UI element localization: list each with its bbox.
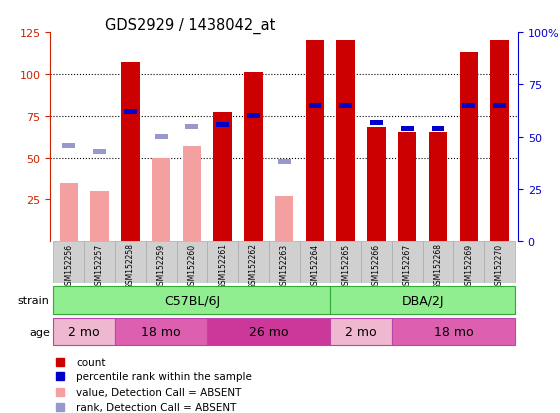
Bar — [207, 319, 330, 345]
Bar — [244, 73, 263, 242]
Bar — [90, 192, 109, 242]
Bar — [306, 41, 324, 242]
Bar — [401, 126, 414, 131]
Bar — [337, 41, 355, 242]
Bar — [53, 319, 115, 345]
Bar — [398, 133, 417, 242]
Bar — [155, 135, 167, 140]
Bar — [367, 128, 386, 242]
Text: GSM152270: GSM152270 — [495, 243, 504, 289]
Bar — [185, 124, 198, 129]
Bar — [361, 242, 392, 283]
Bar — [115, 242, 146, 283]
Bar — [339, 104, 352, 109]
Bar — [152, 158, 170, 242]
Text: GSM152257: GSM152257 — [95, 243, 104, 289]
Bar — [429, 133, 447, 242]
Text: GSM152262: GSM152262 — [249, 243, 258, 289]
Bar — [213, 113, 232, 242]
Bar — [460, 53, 478, 242]
Text: GDS2929 / 1438042_at: GDS2929 / 1438042_at — [105, 17, 276, 33]
Bar — [216, 122, 229, 127]
Text: age: age — [29, 327, 50, 337]
Bar — [392, 319, 515, 345]
Bar — [300, 242, 330, 283]
Bar — [278, 160, 291, 165]
Bar — [484, 242, 515, 283]
Bar — [392, 242, 423, 283]
Text: 2 mo: 2 mo — [68, 325, 100, 339]
Text: rank, Detection Call = ABSENT: rank, Detection Call = ABSENT — [76, 402, 236, 412]
Bar — [62, 143, 75, 148]
Text: 18 mo: 18 mo — [433, 325, 473, 339]
Text: GSM152267: GSM152267 — [403, 243, 412, 289]
Text: GSM152269: GSM152269 — [464, 243, 473, 289]
Bar — [423, 242, 454, 283]
Bar — [493, 104, 506, 109]
Bar — [121, 63, 139, 242]
Text: GSM152263: GSM152263 — [279, 243, 289, 289]
Bar — [115, 319, 207, 345]
Text: GSM152268: GSM152268 — [433, 243, 442, 289]
Text: 26 mo: 26 mo — [249, 325, 288, 339]
Bar — [207, 242, 238, 283]
Text: GSM152260: GSM152260 — [188, 243, 197, 289]
Bar — [269, 242, 300, 283]
Bar — [53, 242, 84, 283]
Bar — [491, 41, 509, 242]
Text: strain: strain — [18, 295, 50, 306]
Text: count: count — [76, 357, 106, 367]
Bar — [454, 242, 484, 283]
Bar — [330, 319, 392, 345]
Bar — [432, 126, 445, 131]
Text: GSM152256: GSM152256 — [64, 243, 73, 289]
Text: GSM152259: GSM152259 — [157, 243, 166, 289]
Bar — [330, 287, 515, 314]
Bar — [124, 110, 137, 115]
Text: 18 mo: 18 mo — [141, 325, 181, 339]
Text: DBA/2J: DBA/2J — [402, 294, 444, 307]
Text: C57BL/6J: C57BL/6J — [164, 294, 220, 307]
Bar — [146, 242, 176, 283]
Bar — [176, 242, 207, 283]
Bar — [309, 104, 321, 109]
Text: 2 mo: 2 mo — [346, 325, 377, 339]
Text: value, Detection Call = ABSENT: value, Detection Call = ABSENT — [76, 387, 241, 397]
Text: GSM152261: GSM152261 — [218, 243, 227, 289]
Text: GSM152258: GSM152258 — [126, 243, 135, 289]
Bar — [275, 197, 293, 242]
Bar — [53, 287, 330, 314]
Bar — [238, 242, 269, 283]
Bar — [330, 242, 361, 283]
Text: percentile rank within the sample: percentile rank within the sample — [76, 372, 252, 382]
Bar — [247, 114, 260, 119]
Bar — [84, 242, 115, 283]
Bar — [370, 120, 383, 125]
Bar — [93, 150, 106, 154]
Text: GSM152266: GSM152266 — [372, 243, 381, 289]
Bar — [463, 104, 475, 109]
Text: GSM152265: GSM152265 — [341, 243, 350, 289]
Bar — [59, 183, 78, 242]
Bar — [183, 147, 201, 242]
Text: GSM152264: GSM152264 — [310, 243, 319, 289]
